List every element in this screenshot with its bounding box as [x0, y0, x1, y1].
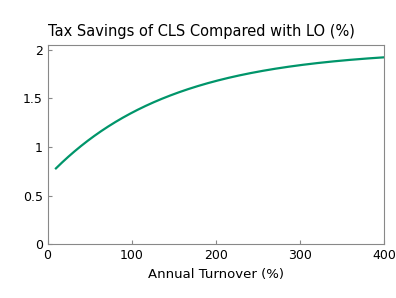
Text: Tax Savings of CLS Compared with LO (%): Tax Savings of CLS Compared with LO (%): [48, 24, 354, 39]
X-axis label: Annual Turnover (%): Annual Turnover (%): [148, 268, 284, 281]
